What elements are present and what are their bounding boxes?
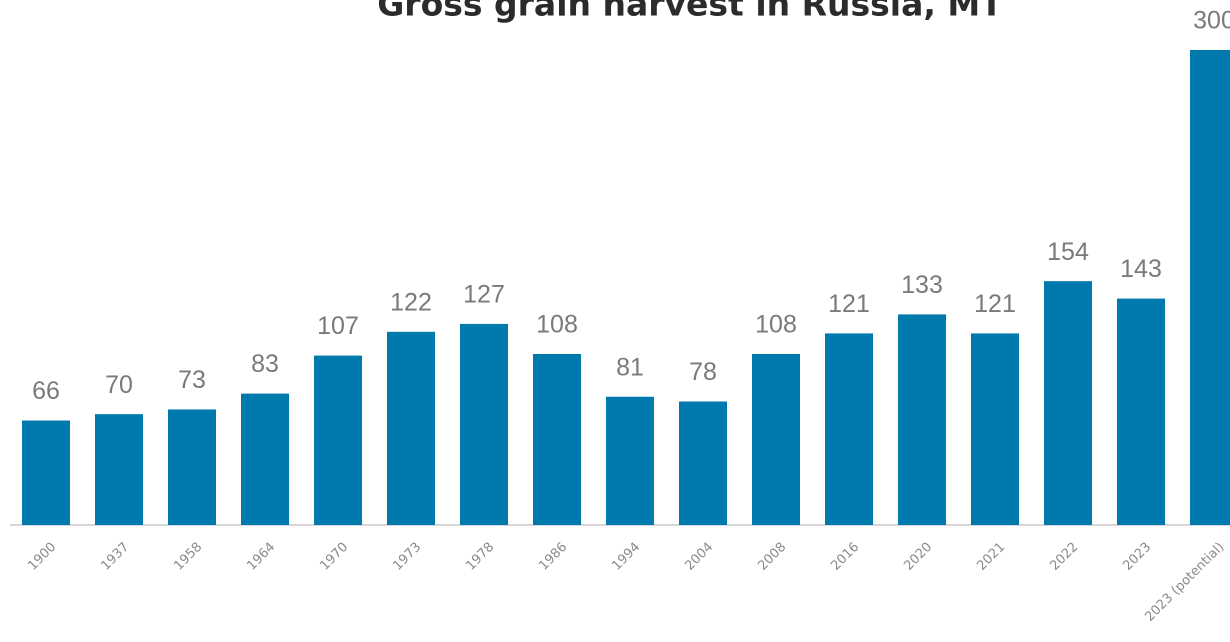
data-label: 78 xyxy=(689,358,717,386)
bar xyxy=(533,354,581,525)
bar xyxy=(752,354,800,525)
bar xyxy=(898,314,946,525)
data-label: 73 xyxy=(178,366,206,394)
data-label: 66 xyxy=(32,377,60,405)
data-label: 107 xyxy=(317,312,359,340)
data-label: 108 xyxy=(536,311,578,339)
x-tick-label: 2004 xyxy=(682,540,716,574)
x-tick-label: 1978 xyxy=(463,540,497,574)
x-tick-label: 2020 xyxy=(901,540,935,574)
data-label: 121 xyxy=(828,290,870,318)
bar xyxy=(971,333,1019,525)
x-tick-label: 1986 xyxy=(536,540,570,574)
bar xyxy=(1044,281,1092,525)
bar xyxy=(679,401,727,525)
data-label: 133 xyxy=(901,271,943,299)
bar xyxy=(1117,298,1165,525)
data-label: 127 xyxy=(463,281,505,309)
bar xyxy=(95,414,143,525)
x-tick-label: 1937 xyxy=(98,540,132,574)
x-tick-label: 1900 xyxy=(25,540,59,574)
x-tick-label: 2008 xyxy=(755,540,789,574)
bar xyxy=(606,396,654,525)
data-label: 70 xyxy=(105,371,133,399)
x-tick-label: 2023 (potential) xyxy=(1142,540,1227,625)
bar xyxy=(314,355,362,525)
bar xyxy=(460,323,508,525)
x-tick-label: 2023 xyxy=(1120,540,1154,574)
data-label: 83 xyxy=(251,350,279,378)
chart-title: Gross grain harvest in Russia, MT xyxy=(377,0,1003,24)
data-label: 81 xyxy=(616,353,644,381)
x-tick-label: 1994 xyxy=(609,540,643,574)
data-label: 154 xyxy=(1047,238,1089,266)
data-label: 300 xyxy=(1193,7,1230,35)
x-tick-label: 2022 xyxy=(1047,540,1081,574)
bar xyxy=(241,393,289,525)
x-tick-label: 2021 xyxy=(974,540,1008,574)
x-tick-label: 1958 xyxy=(171,540,205,574)
x-tick-label: 1964 xyxy=(244,540,278,574)
bar xyxy=(387,331,435,525)
x-tick-label: 1973 xyxy=(390,540,424,574)
bar xyxy=(168,409,216,525)
data-label: 122 xyxy=(390,288,432,316)
data-label: 121 xyxy=(974,290,1016,318)
x-tick-label: 2016 xyxy=(828,540,862,574)
bar xyxy=(825,333,873,525)
x-tick-label: 1970 xyxy=(317,540,351,574)
data-label: 108 xyxy=(755,311,797,339)
data-label: 143 xyxy=(1120,255,1162,283)
bar xyxy=(1190,50,1230,525)
bar xyxy=(22,420,70,525)
